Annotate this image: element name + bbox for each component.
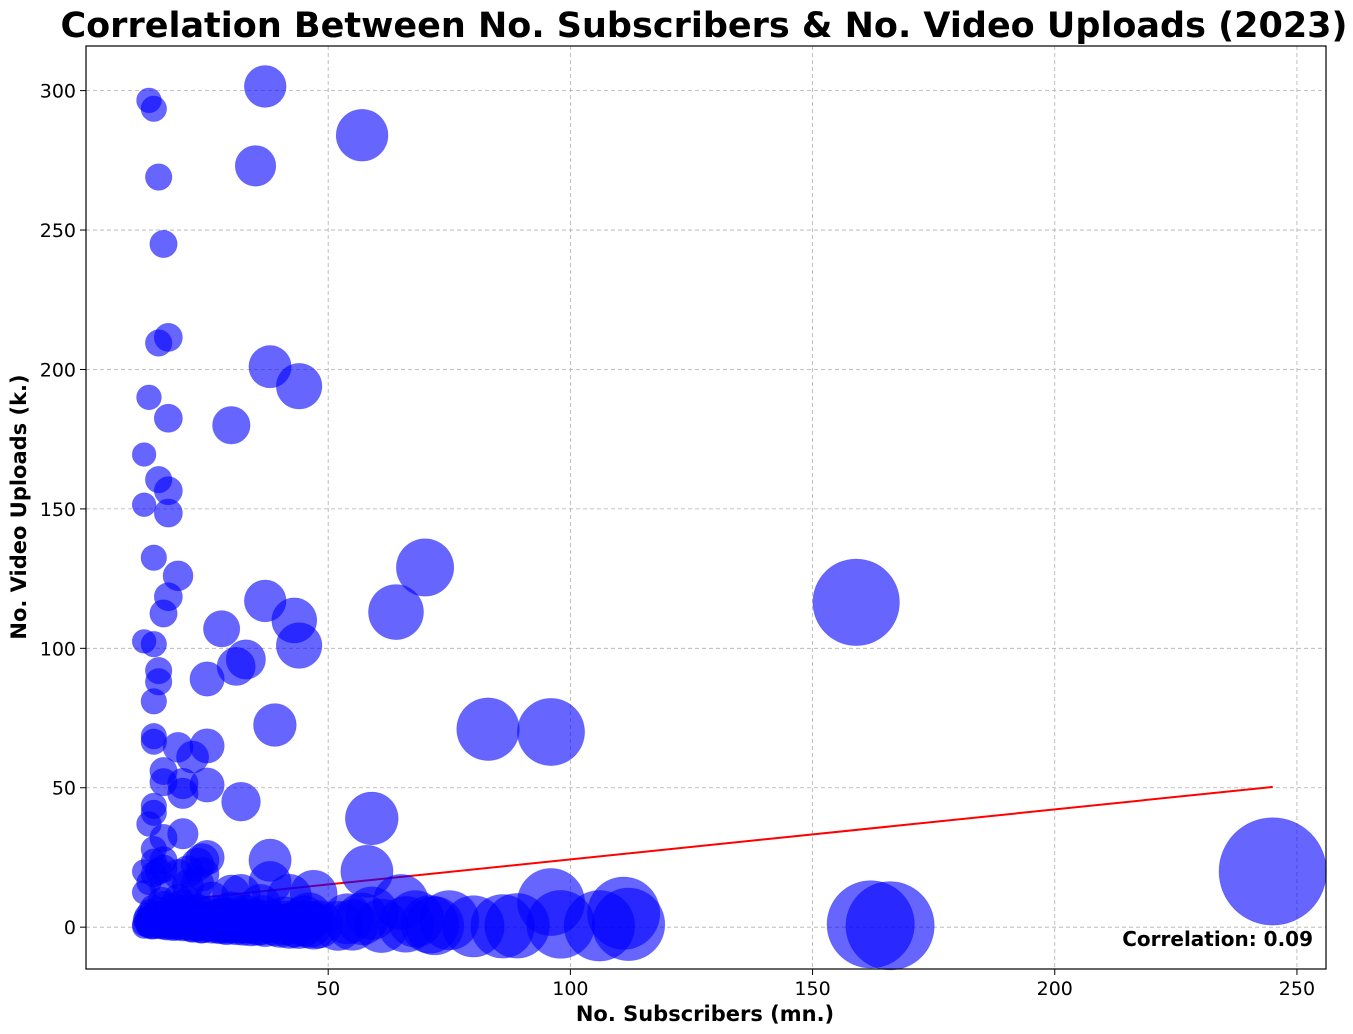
y-axis-label: No. Video Uploads (k.) bbox=[7, 374, 31, 639]
scatter-point bbox=[212, 406, 251, 445]
scatter-point bbox=[253, 703, 297, 747]
y-tick-label: 200 bbox=[40, 359, 76, 381]
y-tick-label: 150 bbox=[40, 499, 76, 521]
scatter-point bbox=[203, 610, 241, 648]
scatter-point bbox=[345, 791, 399, 846]
scatter-point bbox=[149, 229, 178, 258]
scatter-point bbox=[140, 544, 167, 571]
scatter-point bbox=[149, 768, 178, 797]
y-tick-label: 250 bbox=[40, 220, 76, 242]
scatter-point bbox=[456, 697, 520, 761]
scatter-point bbox=[131, 629, 157, 654]
scatter-point bbox=[189, 661, 225, 697]
x-tick-label: 100 bbox=[552, 978, 588, 1000]
scatter-point bbox=[294, 900, 343, 949]
x-tick-label: 150 bbox=[794, 978, 830, 1000]
x-axis-ticks: 50 100 150 200 250 bbox=[316, 969, 1315, 1000]
x-axis-label: No. Subscribers (mn.) bbox=[576, 1002, 834, 1026]
x-tick-label: 250 bbox=[1279, 978, 1315, 1000]
scatter-point bbox=[153, 498, 183, 528]
correlation-annotation: Correlation: 0.09 bbox=[1122, 927, 1313, 951]
y-tick-label: 50 bbox=[52, 778, 76, 800]
scatter-point bbox=[145, 163, 173, 191]
y-axis-ticks: 0 50 100 150 200 250 300 bbox=[40, 81, 86, 939]
scatter-point bbox=[140, 688, 167, 715]
scatter-point bbox=[131, 859, 157, 884]
scatter-point bbox=[845, 881, 935, 971]
scatter-point bbox=[335, 109, 389, 162]
x-tick-label: 50 bbox=[316, 978, 340, 1000]
y-tick-label: 0 bbox=[64, 917, 76, 939]
scatter-point bbox=[136, 87, 162, 114]
scatter-point bbox=[340, 845, 394, 898]
scatter-point bbox=[131, 442, 157, 467]
scatter-point bbox=[244, 65, 287, 108]
scatter-point bbox=[517, 698, 585, 766]
scatter-point bbox=[149, 599, 178, 628]
scatter-point bbox=[396, 538, 455, 597]
scatter-point bbox=[131, 492, 157, 517]
scatter-point bbox=[368, 584, 424, 640]
y-tick-label: 100 bbox=[40, 638, 76, 660]
scatter-point bbox=[812, 558, 900, 646]
gridlines bbox=[86, 46, 1326, 969]
scatter-point bbox=[244, 579, 287, 623]
scatter-point bbox=[221, 781, 261, 822]
scatter-points bbox=[131, 65, 1327, 971]
x-tick-label: 200 bbox=[1037, 978, 1073, 1000]
plot-frame bbox=[85, 45, 1327, 970]
scatter-point bbox=[1218, 817, 1327, 926]
scatter-point bbox=[136, 384, 162, 411]
scatter-point bbox=[145, 466, 173, 494]
scatter-point bbox=[140, 728, 167, 755]
scatter-point bbox=[232, 899, 274, 941]
y-tick-label: 300 bbox=[40, 81, 76, 103]
scatter-point bbox=[234, 145, 277, 187]
chart-title: Correlation Between No. Subscribers & No… bbox=[60, 6, 1347, 46]
scatter-point bbox=[136, 811, 162, 837]
scatter-point bbox=[248, 345, 292, 389]
scatter-point bbox=[145, 329, 173, 357]
scatter-point bbox=[153, 403, 183, 433]
